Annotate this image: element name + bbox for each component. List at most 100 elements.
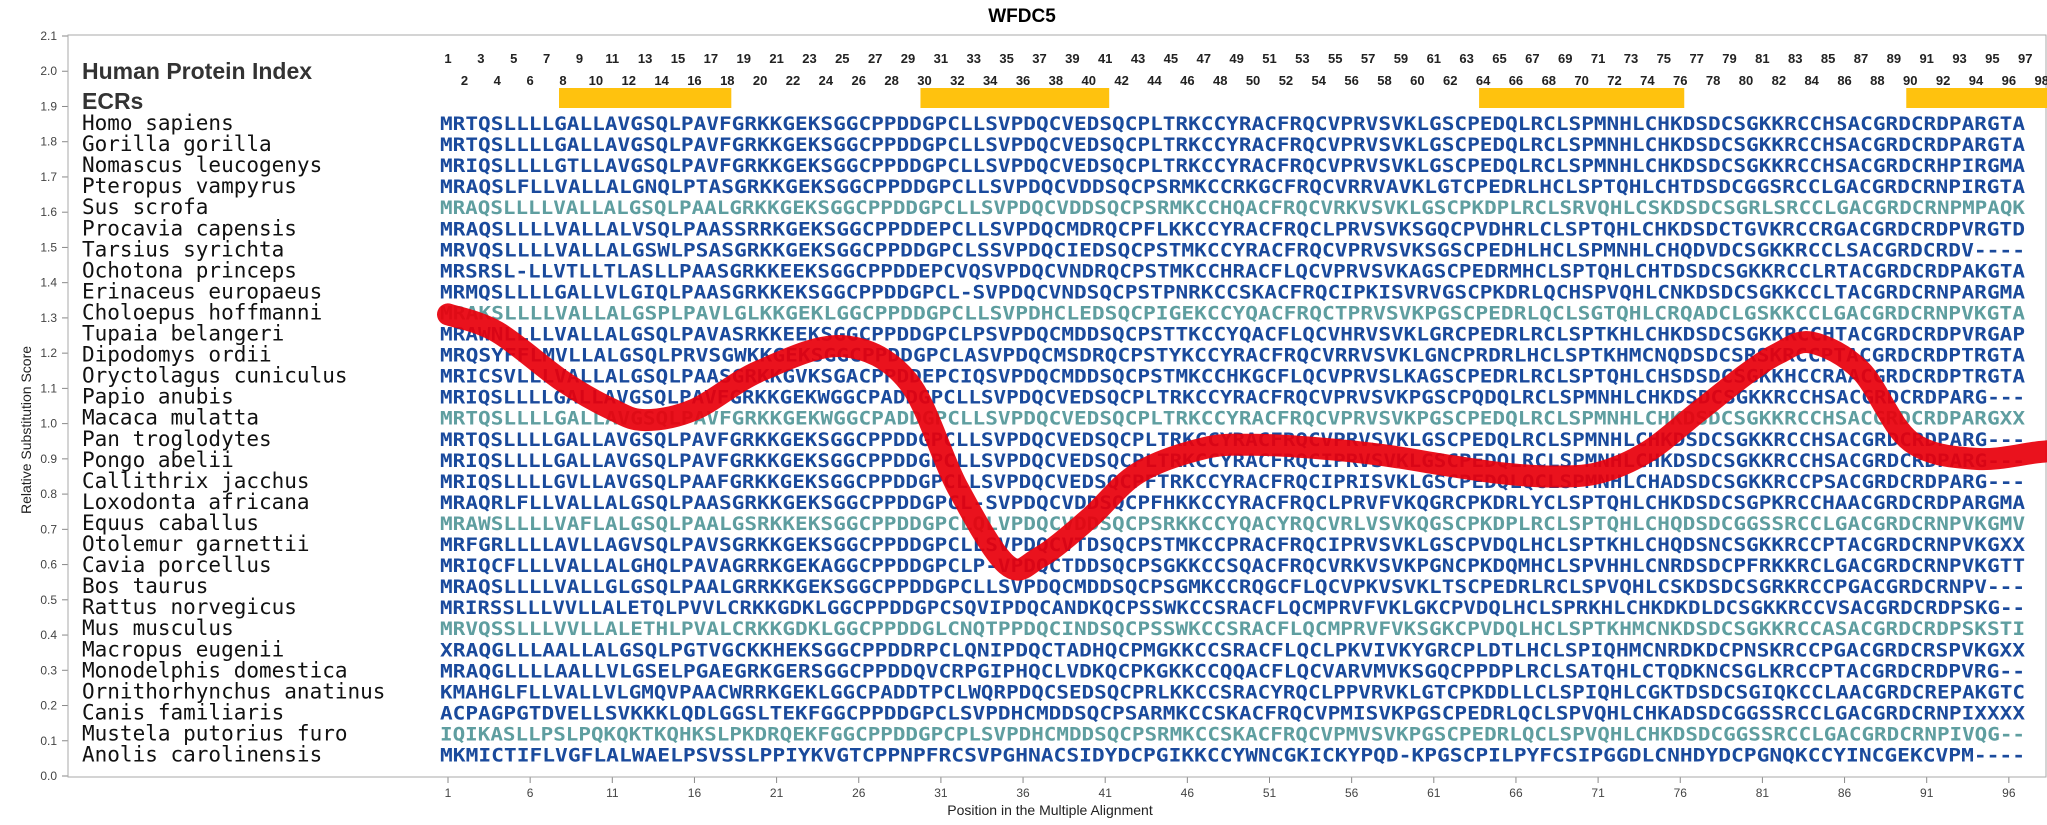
y-tick-label: 0.3	[40, 663, 57, 677]
protein-index-number: 62	[1443, 73, 1457, 88]
protein-index-number: 59	[1394, 51, 1408, 66]
sequence-row: MRVQSLLLLVALLALGSWLPSASGRKKGEKSGGCPPDDGP…	[440, 239, 2025, 261]
x-tick-label: 31	[934, 786, 948, 800]
protein-index-number: 39	[1065, 51, 1079, 66]
score-curve	[437, 303, 2047, 581]
sequence-row: MRIRSSLLLVVLLALETQLPVVLCRKKGDKLGGCPPDDGP…	[440, 597, 2025, 619]
protein-index-number: 96	[2002, 73, 2016, 88]
protein-index-number: 91	[1919, 51, 1933, 66]
x-tick-label: 86	[1838, 786, 1852, 800]
protein-index-number: 52	[1279, 73, 1293, 88]
protein-index-number: 53	[1295, 51, 1309, 66]
y-tick-label: 1.4	[40, 276, 57, 290]
species-label: Ornithorhynchus anatinus	[82, 679, 385, 703]
y-tick-labels: 0.0 0.1 0.2 0.3 0.4 0.5 0.6 0.7 0.8 0.9 1.0 1.1 1.2 1…	[40, 29, 68, 783]
species-label: Tarsius syrichta	[82, 237, 284, 261]
protein-index-number: 65	[1492, 51, 1506, 66]
species-label: Pan troglodytes	[82, 427, 272, 451]
protein-index-number: 8	[559, 73, 566, 88]
protein-index-number: 94	[1969, 73, 1984, 88]
protein-index-number: 72	[1607, 73, 1621, 88]
protein-index-number: 2	[461, 73, 468, 88]
x-tick-label: 91	[1920, 786, 1934, 800]
x-tick-label: 41	[1099, 786, 1113, 800]
protein-index-number: 43	[1131, 51, 1145, 66]
species-label: Ochotona princeps	[82, 258, 297, 282]
x-tick-label: 36	[1016, 786, 1030, 800]
species-label: Macaca mulatta	[82, 406, 259, 430]
protein-index-number: 79	[1722, 51, 1736, 66]
human-protein-index-label: Human Protein Index	[82, 58, 312, 84]
y-tick-label: 1.7	[40, 170, 57, 184]
x-tick-label: 21	[770, 786, 784, 800]
y-tick-label: 1.2	[40, 346, 57, 360]
protein-index-number: 37	[1032, 51, 1046, 66]
protein-index-number: 22	[786, 73, 800, 88]
protein-index-number: 81	[1755, 51, 1769, 66]
species-label: Callithrix jacchus	[82, 469, 310, 493]
protein-index-number: 27	[868, 51, 882, 66]
protein-index-number: 24	[819, 73, 834, 88]
protein-index-number: 46	[1180, 73, 1194, 88]
x-tick-label: 81	[1756, 786, 1770, 800]
x-axis-label: Position in the Multiple Alignment	[947, 802, 1153, 818]
x-tick-label: 61	[1427, 786, 1441, 800]
y-tick-label: 0.2	[40, 699, 57, 713]
x-tick-label: 56	[1345, 786, 1359, 800]
protein-index-number: 77	[1689, 51, 1703, 66]
protein-index-number: 6	[527, 73, 534, 88]
species-label: Erinaceus europaeus	[82, 279, 322, 303]
index-numbers-even: 2 4 6 8 10 12 14 16 18 20 22 24 26 28 30 32 34 36 38 40 42 44…	[461, 73, 2047, 88]
protein-index-number: 58	[1377, 73, 1391, 88]
x-tick-label: 96	[2002, 786, 2016, 800]
sequence-row: MRTQSLLLLGALLAVGSQLPAVFGRKKGEKWGGCPADDGP…	[440, 408, 2026, 430]
protein-index-number: 80	[1739, 73, 1753, 88]
protein-index-number: 50	[1246, 73, 1260, 88]
protein-index-number: 32	[950, 73, 964, 88]
protein-index-number: 1	[444, 51, 451, 66]
sequence-row: MRIQSLLLLGVLLAVGSQLPAAFGRKKGEKSGGCPPDDGP…	[440, 471, 2025, 493]
y-tick-label: 0.9	[40, 452, 57, 466]
sequence-row: MRTQSLLLLGALLAVGSQLPAVFGRKKGEKSGGCPPDDGP…	[440, 113, 2026, 135]
sequence-row: XRAQGLLLAALLALGSQLPGTVGCKKHEKSGGCPPDDRPC…	[440, 639, 2026, 661]
ecr-bars	[559, 88, 2047, 108]
species-label: Oryctolagus cuniculus	[82, 364, 348, 388]
protein-index-number: 29	[901, 51, 915, 66]
index-numbers-odd: 1 3 5 7 9 11 13 15 17 19 21 23 25 27 29 31 33 35 37 39 41 43 4…	[444, 51, 2032, 66]
protein-index-number: 68	[1542, 73, 1556, 88]
species-label: Mus musculus	[82, 616, 234, 640]
protein-index-number: 42	[1114, 73, 1128, 88]
x-tick-label: 1	[445, 786, 452, 800]
species-label: Gorilla gorilla	[82, 132, 272, 156]
protein-index-number: 82	[1772, 73, 1786, 88]
species-label: Rattus norvegicus	[82, 595, 297, 619]
protein-index-number: 18	[720, 73, 734, 88]
sequence-row: MRAWSLLLLVAFLALGSQLPAALGSRKKEKSGGCPPDDGP…	[440, 513, 2025, 535]
protein-index-number: 23	[802, 51, 816, 66]
y-tick-label: 0.6	[40, 558, 57, 572]
y-tick-label: 2.1	[40, 29, 57, 43]
y-tick-label: 1.5	[40, 240, 57, 254]
protein-index-number: 54	[1312, 73, 1327, 88]
protein-index-number: 21	[769, 51, 783, 66]
protein-index-number: 28	[884, 73, 898, 88]
x-tick-label: 16	[688, 786, 702, 800]
protein-index-number: 48	[1213, 73, 1227, 88]
sequence-row: MRIQCFLLLVALLALGHQLPAVAGRRKGEKAGGCPPDDGP…	[440, 555, 2025, 577]
protein-index-number: 57	[1361, 51, 1375, 66]
protein-index-number: 25	[835, 51, 849, 66]
sequence-row: MRSRSL-LLVTLLTLASLLPAASGRKKEEKSGGCPPDDEP…	[440, 260, 2026, 282]
sequence-row: MRTQSLLLLGALLAVGSQLPAVFGRKKGEKSGGCPPDDGP…	[440, 134, 2026, 156]
protein-index-number: 98	[2034, 73, 2047, 88]
chart-title: WFDC5	[988, 6, 1056, 27]
y-tick-label: 0.8	[40, 487, 57, 501]
protein-index-number: 89	[1887, 51, 1901, 66]
species-label: Dipodomys ordii	[82, 343, 272, 367]
species-label: Macropus eugenii	[82, 637, 284, 661]
protein-index-number: 26	[852, 73, 866, 88]
protein-index-number: 15	[671, 51, 685, 66]
protein-index-number: 11	[605, 51, 619, 66]
sequence-row: ACPAGPGTDVELLSVKKKLQDLGGSLTEKFGGCPPDDGPC…	[440, 702, 2026, 724]
